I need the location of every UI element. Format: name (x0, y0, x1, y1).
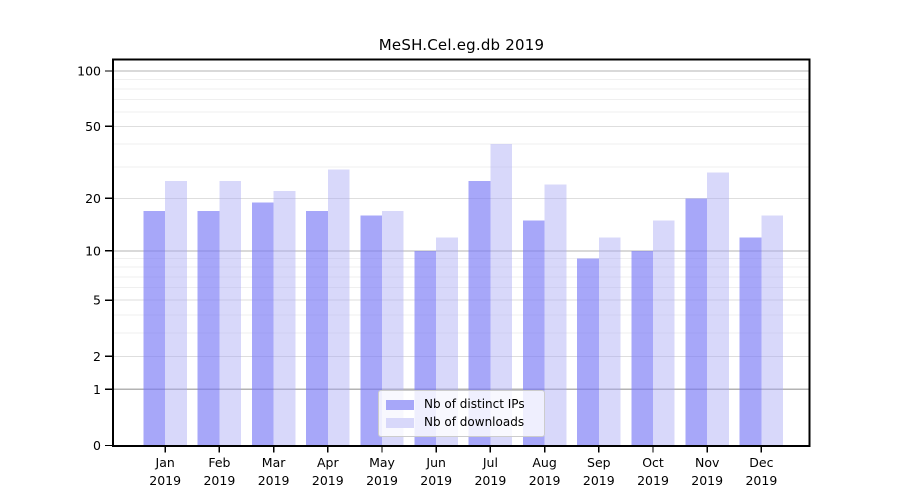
x-tick-label-oct: Oct (642, 455, 664, 470)
bar-downloads-sep (598, 237, 621, 446)
y-tick-label-1: 1 (93, 382, 101, 397)
x-tick-year-apr: 2019 (312, 473, 344, 488)
x-tick-year-feb: 2019 (203, 473, 235, 488)
bar-distinct-ips-nov (685, 198, 708, 446)
x-tick-year-jul: 2019 (474, 473, 506, 488)
y-tick-label-100: 100 (77, 64, 101, 79)
bar-downloads-feb (219, 181, 242, 446)
plot-box (112, 58, 811, 447)
x-tick-year-sep: 2019 (583, 473, 615, 488)
legend-item-downloads: Nb of downloads (386, 415, 544, 430)
x-tick-label-mar: Mar (262, 455, 286, 470)
x-tick-label-dec: Dec (749, 455, 773, 470)
x-tick-year-jan: 2019 (149, 473, 181, 488)
bar-distinct-ips-feb (197, 210, 220, 446)
x-tick-label-apr: Apr (317, 455, 339, 470)
bar-downloads-oct (653, 220, 675, 446)
x-tick-label-jan: Jan (155, 455, 175, 470)
legend-label-downloads: Nb of downloads (424, 415, 525, 429)
x-tick-label-nov: Nov (695, 455, 720, 470)
legend-label-distinct-ips: Nb of distinct IPs (424, 397, 525, 411)
y-tick-label-0: 0 (93, 438, 101, 453)
chart-title: MeSH.Cel.eg.db 2019 (378, 36, 545, 54)
bar-downloads-apr (327, 169, 350, 447)
bar-distinct-ips-jul (468, 181, 491, 446)
bar-downloads-aug (544, 184, 567, 446)
bar-downloads-may (382, 210, 404, 446)
x-tick-year-jun: 2019 (420, 473, 452, 488)
bar-distinct-ips-oct (631, 250, 653, 446)
bar-distinct-ips-may (360, 215, 382, 446)
x-tick-label-feb: Feb (208, 455, 230, 470)
bar-distinct-ips-sep (577, 258, 599, 446)
bar-distinct-ips-dec (739, 237, 762, 446)
bar-distinct-ips-mar (251, 202, 274, 446)
x-tick-label-jul: Jul (482, 455, 498, 470)
x-tick-year-aug: 2019 (529, 473, 561, 488)
y-tick-label-20: 20 (85, 191, 101, 206)
y-tick-label-50: 50 (85, 119, 101, 134)
legend-swatch-distinct-ips (386, 399, 414, 410)
x-tick-year-mar: 2019 (258, 473, 290, 488)
legend-item-distinct-ips: Nb of distinct IPs (386, 397, 544, 412)
x-tick-year-dec: 2019 (745, 473, 777, 488)
x-tick-year-oct: 2019 (637, 473, 669, 488)
x-tick-label-may: May (369, 455, 395, 470)
x-tick-year-nov: 2019 (691, 473, 723, 488)
x-tick-label-jun: Jun (425, 455, 446, 470)
bar-distinct-ips-aug (522, 220, 545, 446)
y-tick-label-10: 10 (85, 243, 101, 258)
legend-swatch-downloads (386, 417, 414, 428)
bar-downloads-jan (165, 181, 187, 446)
x-tick-year-may: 2019 (366, 473, 398, 488)
y-tick-label-2: 2 (93, 349, 101, 364)
bar-downloads-jul (490, 144, 513, 446)
bar-distinct-ips-apr (306, 210, 328, 446)
bar-distinct-ips-jan (143, 210, 166, 446)
bar-downloads-dec (761, 215, 784, 446)
x-tick-label-sep: Sep (587, 455, 611, 470)
bar-downloads-nov (707, 172, 729, 447)
legend: Nb of distinct IPs Nb of downloads (378, 390, 545, 437)
y-tick-label-5: 5 (93, 293, 101, 308)
bar-downloads-mar (273, 191, 296, 446)
x-tick-label-aug: Aug (532, 455, 556, 470)
